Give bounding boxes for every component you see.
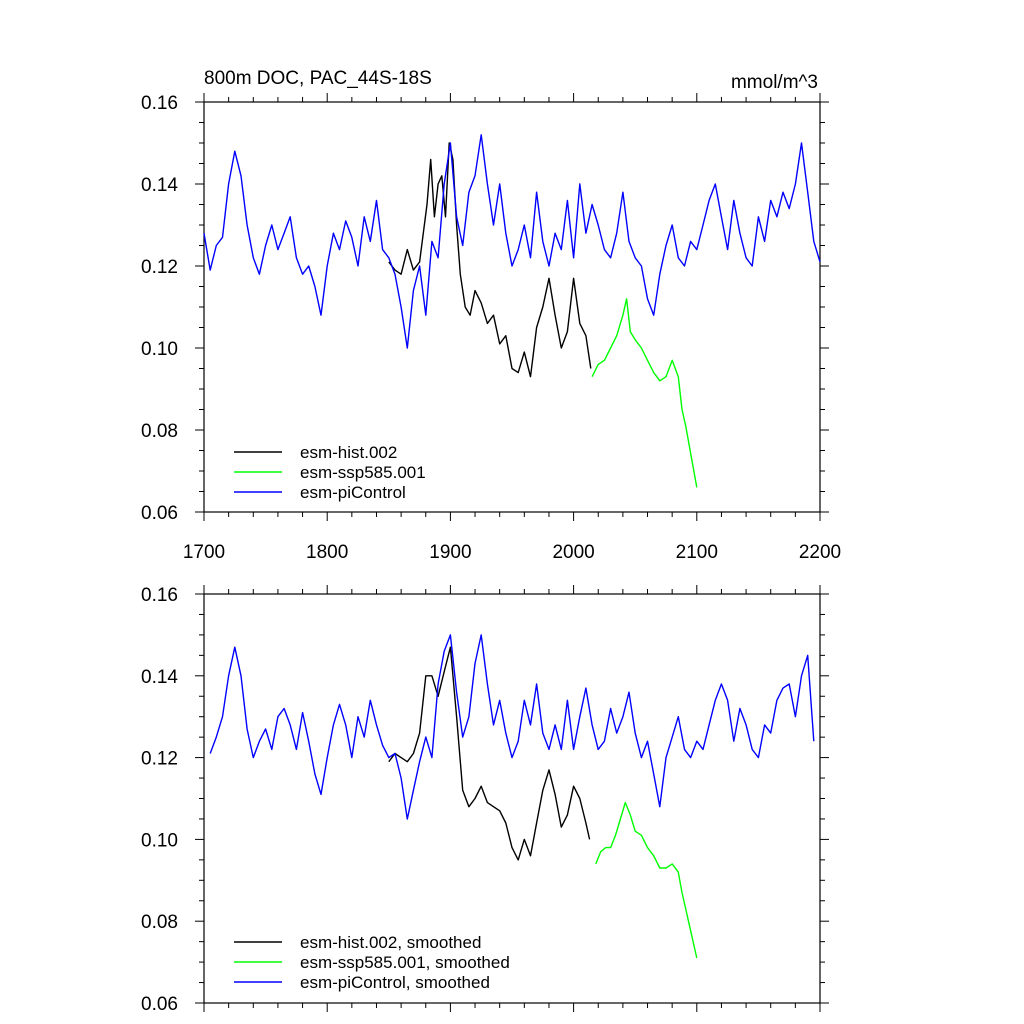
chart-title: 800m DOC, PAC_44S-18S: [204, 68, 432, 89]
series-line-esm-picontrol: [203, 134, 821, 349]
x-tick-label: 1900: [429, 542, 471, 563]
series-line-esm-picontrol-smoothed: [209, 634, 815, 820]
y-tick-label: 0.12: [141, 749, 178, 770]
legend-label: esm-hist.002: [300, 443, 397, 462]
series-line-esm-hist-002: [388, 142, 592, 378]
y-tick-label: 0.10: [141, 830, 178, 851]
y-tick-label: 0.14: [141, 175, 178, 196]
legend-label: esm-ssp585.001: [300, 463, 426, 482]
y-tick-label: 0.08: [141, 912, 178, 933]
units-label: mmol/m^3: [731, 72, 818, 93]
legend-label: esm-piControl: [300, 483, 406, 502]
series-line-esm-ssp585-001-smoothed: [595, 801, 698, 959]
plot-frame: [203, 101, 821, 513]
y-tick-label: 0.10: [141, 339, 178, 360]
x-tick-label: 1700: [183, 542, 225, 563]
x-tick-label: 2000: [552, 542, 594, 563]
y-tick-label: 0.06: [141, 503, 178, 524]
legend-label: esm-hist.002, smoothed: [300, 933, 481, 952]
y-tick-label: 0.12: [141, 257, 178, 278]
y-tick-label: 0.08: [141, 421, 178, 442]
top-panel: 0.06 0.08 0.10 0.12 0.14 0.16 1700 1800 1900 2000…: [141, 68, 841, 563]
y-tick-label: 0.16: [141, 585, 178, 606]
plot-frame: [203, 593, 821, 1004]
series-line-esm-ssp585-001: [591, 298, 698, 488]
y-tick-label: 0.14: [141, 667, 178, 688]
legend-label: esm-piControl, smoothed: [300, 973, 490, 992]
bottom-panel: 0.06 0.08 0.10 0.12 0.14 0.16 esm-hist.002, sm…: [141, 585, 829, 1015]
x-tick-label: 2200: [799, 542, 841, 563]
y-tick-label: 0.06: [141, 994, 178, 1015]
series-line-esm-hist-002-smoothed: [388, 646, 591, 861]
x-tick-label: 2100: [676, 542, 718, 563]
x-tick-label: 1800: [306, 542, 348, 563]
legend-label: esm-ssp585.001, smoothed: [300, 953, 510, 972]
y-tick-label: 0.16: [141, 93, 178, 114]
